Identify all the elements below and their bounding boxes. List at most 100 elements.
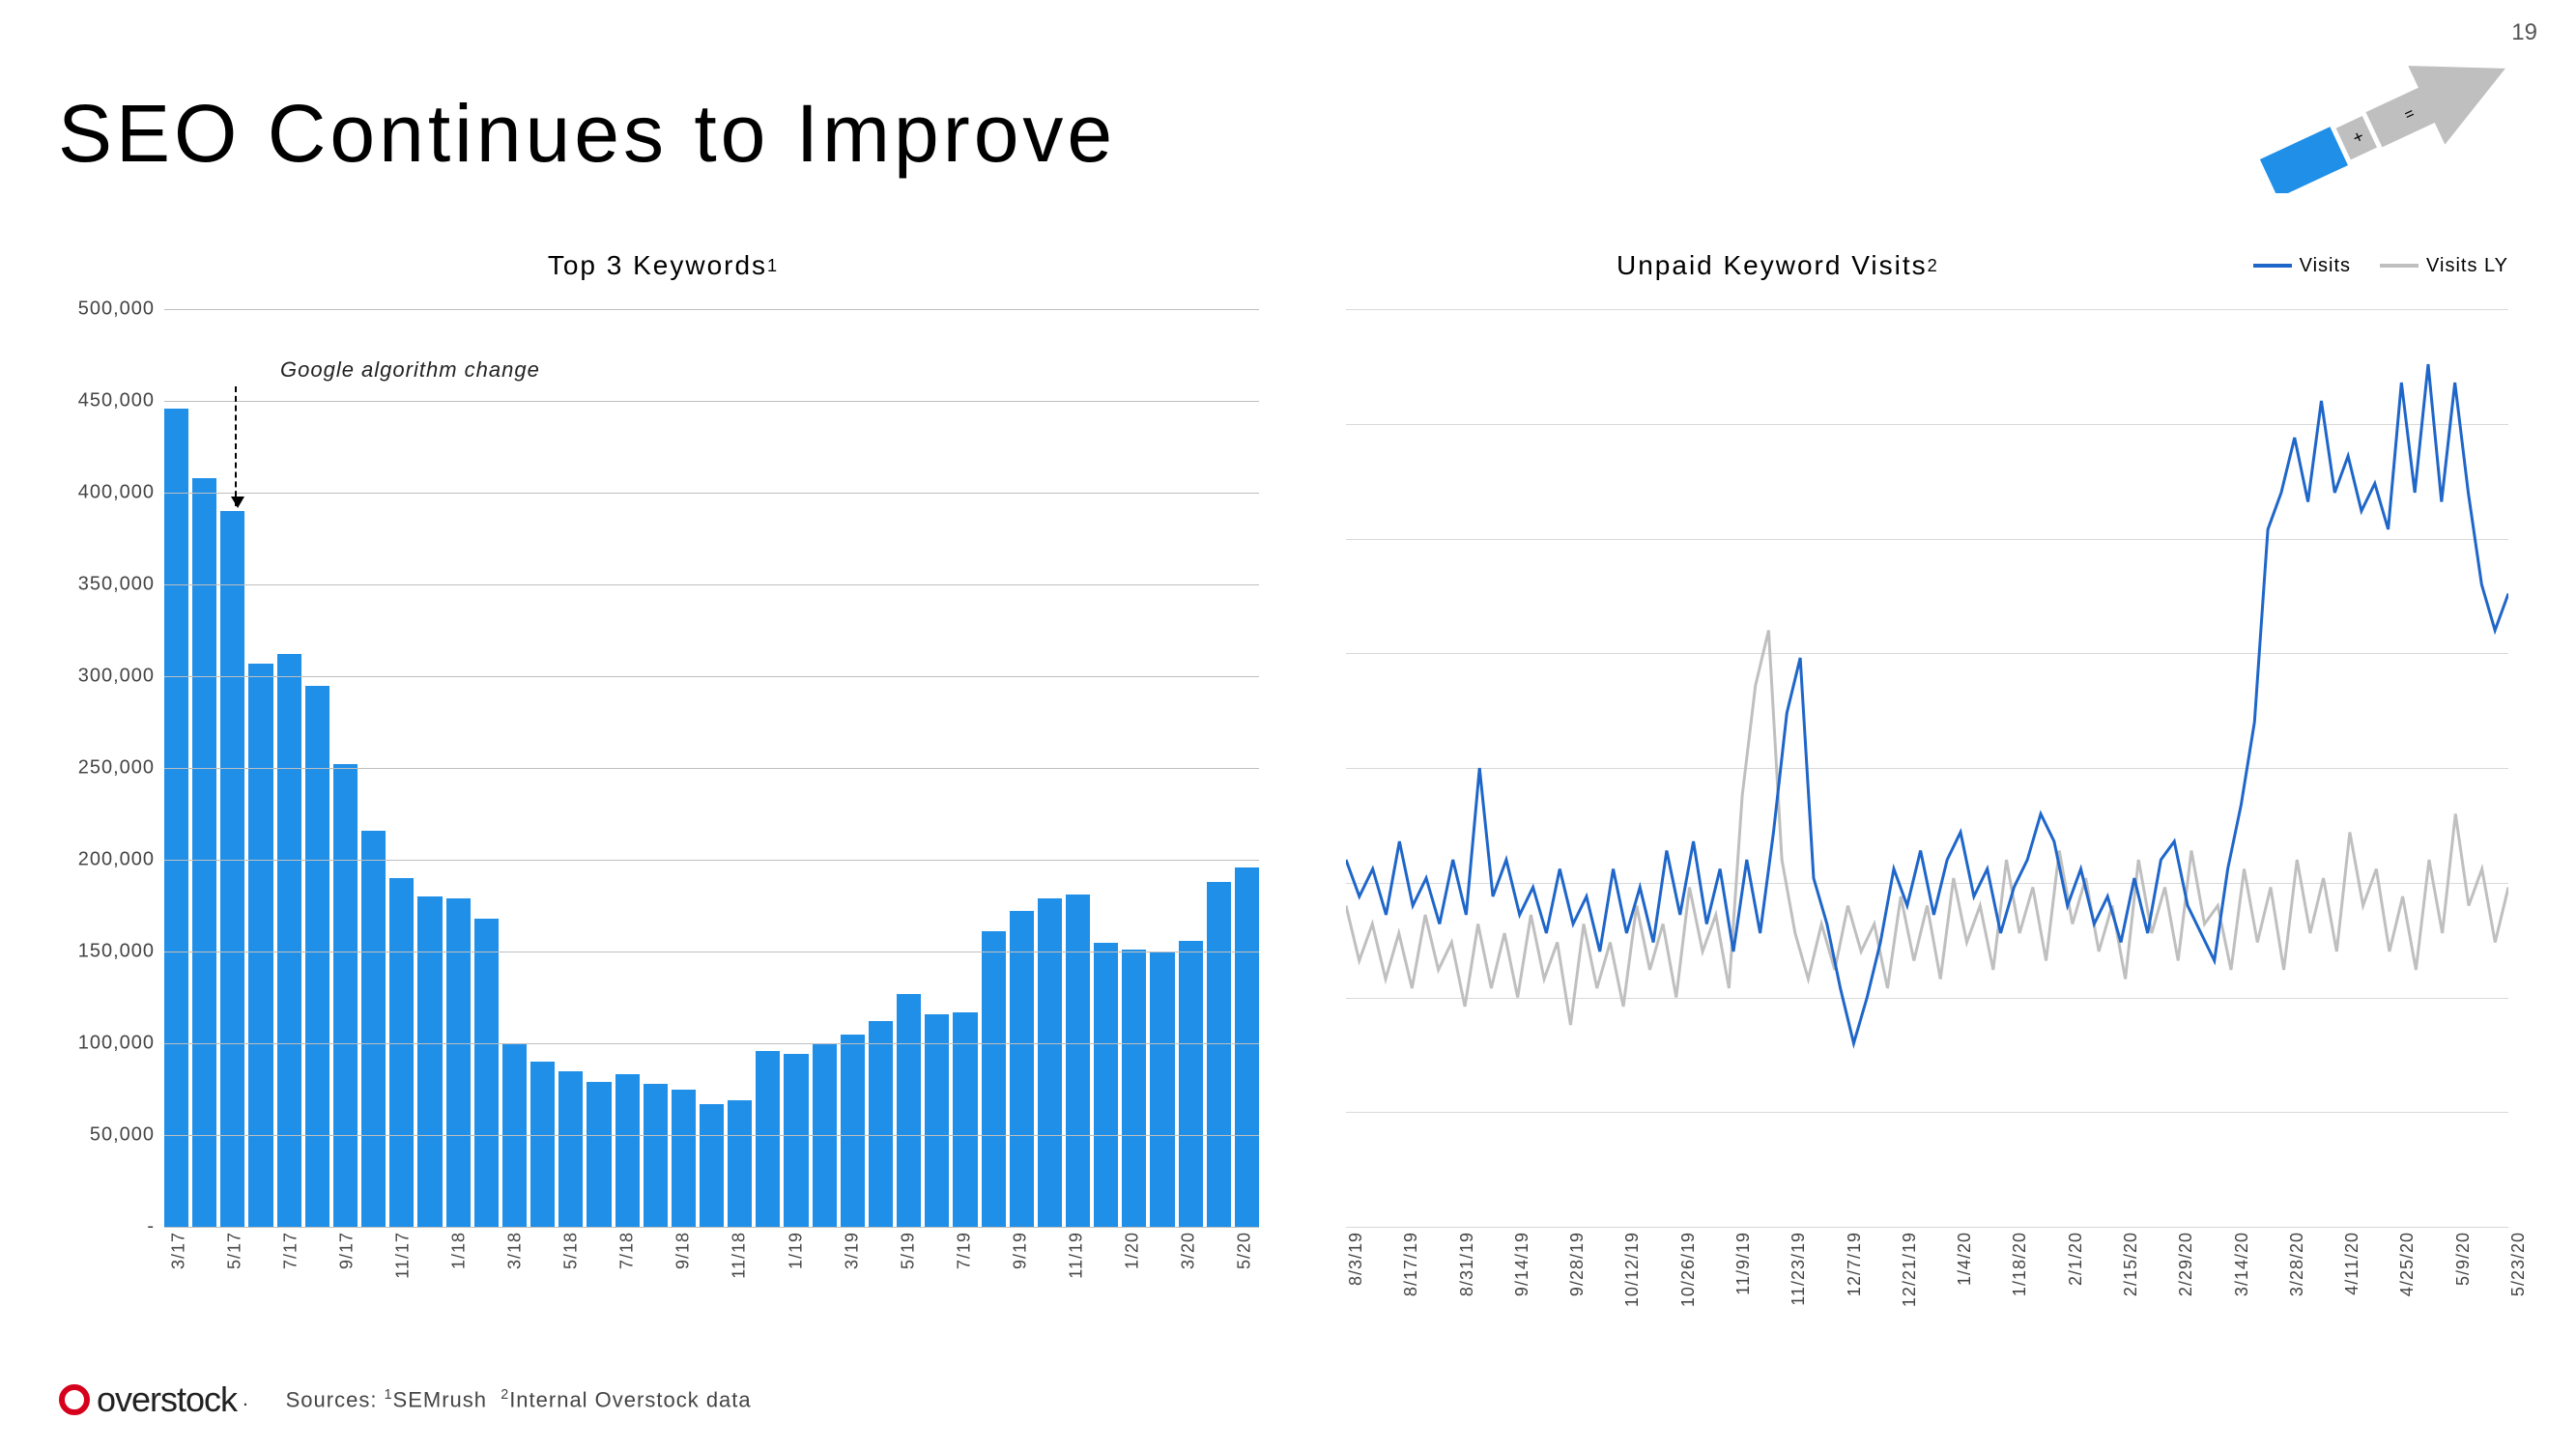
bar xyxy=(220,511,244,1227)
bar-x-labels: 3/175/177/179/1711/171/183/185/187/189/1… xyxy=(164,1232,1259,1323)
bar xyxy=(1122,950,1146,1227)
x-label-slot: 5/20 xyxy=(1231,1232,1259,1323)
line-chart-title-sup: 2 xyxy=(1928,256,1939,276)
x-label-slot: 5/17 xyxy=(220,1232,248,1323)
x-axis-label: 4/11/20 xyxy=(2342,1232,2362,1295)
bar xyxy=(277,654,301,1227)
x-label-slot xyxy=(192,1232,220,1323)
x-axis-label: 3/28/20 xyxy=(2287,1232,2307,1296)
x-label-slot xyxy=(416,1232,444,1323)
bar xyxy=(756,1051,780,1227)
gridline xyxy=(164,401,1259,402)
sources-text: Sources: 1SEMrush 2Internal Overstock da… xyxy=(286,1387,752,1412)
gridline xyxy=(164,676,1259,677)
bar xyxy=(700,1104,724,1227)
x-axis-label: 5/17 xyxy=(224,1232,244,1269)
bar xyxy=(841,1035,865,1228)
x-axis-label: 1/4/20 xyxy=(1955,1232,1975,1286)
footer: overstock. Sources: 1SEMrush 2Internal O… xyxy=(58,1379,2518,1420)
x-label-slot: 9/19 xyxy=(1006,1232,1034,1323)
bar xyxy=(982,931,1006,1227)
x-axis-label: 9/14/19 xyxy=(1512,1232,1532,1296)
x-label-slot: 9/18 xyxy=(670,1232,698,1323)
x-axis-label: 2/1/20 xyxy=(2066,1232,2086,1286)
x-label-slot xyxy=(360,1232,388,1323)
x-axis-label: 11/18 xyxy=(730,1232,750,1279)
bar xyxy=(728,1100,752,1227)
bar xyxy=(192,478,216,1227)
bar xyxy=(1179,941,1203,1227)
bar xyxy=(248,664,272,1227)
bar xyxy=(953,1012,977,1227)
x-axis-label: 5/18 xyxy=(561,1232,582,1269)
line-svg xyxy=(1346,309,2508,1227)
bar xyxy=(587,1082,611,1227)
legend-swatch xyxy=(2253,264,2292,268)
x-label-slot: 9/17 xyxy=(332,1232,360,1323)
x-label-slot xyxy=(304,1232,332,1323)
x-axis-label: 11/19 xyxy=(1067,1232,1087,1279)
bar xyxy=(897,994,921,1227)
x-label-slot xyxy=(642,1232,670,1323)
x-axis-label: 1/19 xyxy=(786,1232,806,1269)
bar xyxy=(164,409,188,1227)
sources-prefix: Sources: xyxy=(286,1387,385,1411)
x-axis-label: 9/18 xyxy=(673,1232,694,1269)
y-axis-label: 50,000 xyxy=(58,1124,155,1147)
legend-swatch xyxy=(2380,264,2419,268)
x-label-slot: 7/19 xyxy=(950,1232,978,1323)
x-axis-label: 5/20 xyxy=(1235,1232,1255,1269)
bar-chart-panel: Top 3 Keywords1 -50,000100,000150,000200… xyxy=(58,242,1269,1323)
bar xyxy=(925,1014,949,1227)
bar xyxy=(784,1054,808,1227)
x-axis-label: 12/21/19 xyxy=(1900,1232,1920,1307)
line-chart-title-text: Unpaid Keyword Visits xyxy=(1617,250,1928,281)
bar-chart-title: Top 3 Keywords1 xyxy=(58,242,1269,290)
y-axis-label: 300,000 xyxy=(58,666,155,688)
y-axis-label: 100,000 xyxy=(58,1033,155,1055)
y-axis-label: 400,000 xyxy=(58,482,155,504)
gridline xyxy=(164,1227,1259,1228)
y-axis-label: 350,000 xyxy=(58,574,155,596)
x-axis-label: 8/17/19 xyxy=(1401,1232,1421,1296)
x-label-slot: 1/20 xyxy=(1119,1232,1147,1323)
x-axis-label: 7/17 xyxy=(280,1232,301,1269)
gridline xyxy=(164,1135,1259,1136)
x-axis-label: 10/26/19 xyxy=(1678,1232,1699,1307)
x-label-slot: 3/18 xyxy=(501,1232,530,1323)
bar-chart-title-sup: 1 xyxy=(767,256,779,276)
x-axis-label: 3/18 xyxy=(505,1232,526,1269)
annotation-arrow-icon xyxy=(235,386,237,506)
y-axis-label: 250,000 xyxy=(58,757,155,780)
gridline xyxy=(164,584,1259,585)
bar xyxy=(615,1074,640,1227)
x-label-slot: 3/19 xyxy=(838,1232,866,1323)
x-label-slot xyxy=(530,1232,558,1323)
bar-chart-title-text: Top 3 Keywords xyxy=(548,250,767,281)
x-axis-label: 3/20 xyxy=(1179,1232,1199,1269)
gridline xyxy=(164,1043,1259,1044)
x-label-slot: 11/17 xyxy=(388,1232,416,1323)
arrow-graphic-icon: + = xyxy=(2247,58,2518,193)
bar xyxy=(1207,882,1231,1227)
x-axis-label: 3/19 xyxy=(842,1232,862,1269)
bar xyxy=(1010,911,1034,1227)
x-axis-label: 9/17 xyxy=(336,1232,357,1269)
x-label-slot: 3/20 xyxy=(1175,1232,1203,1323)
line-chart-title-row: Unpaid Keyword Visits2 Visits Visits LY xyxy=(1307,242,2518,290)
x-label-slot xyxy=(978,1232,1006,1323)
legend-label: Visits LY xyxy=(2426,255,2508,277)
page-title: SEO Continues to Improve xyxy=(58,87,1116,181)
bar-chart-body: -50,000100,000150,000200,000250,000300,0… xyxy=(58,290,1269,1323)
x-axis-label: 8/3/19 xyxy=(1346,1232,1366,1286)
x-axis-label: 7/19 xyxy=(954,1232,974,1269)
legend-item: Visits xyxy=(2253,255,2351,277)
x-axis-label: 7/18 xyxy=(617,1232,638,1269)
y-axis-label: 500,000 xyxy=(58,298,155,321)
x-label-slot xyxy=(866,1232,894,1323)
x-axis-label: 5/19 xyxy=(898,1232,918,1269)
x-axis-label: 3/17 xyxy=(168,1232,188,1269)
x-label-slot xyxy=(698,1232,726,1323)
legend-label: Visits xyxy=(2300,255,2351,277)
x-label-slot xyxy=(1203,1232,1231,1323)
